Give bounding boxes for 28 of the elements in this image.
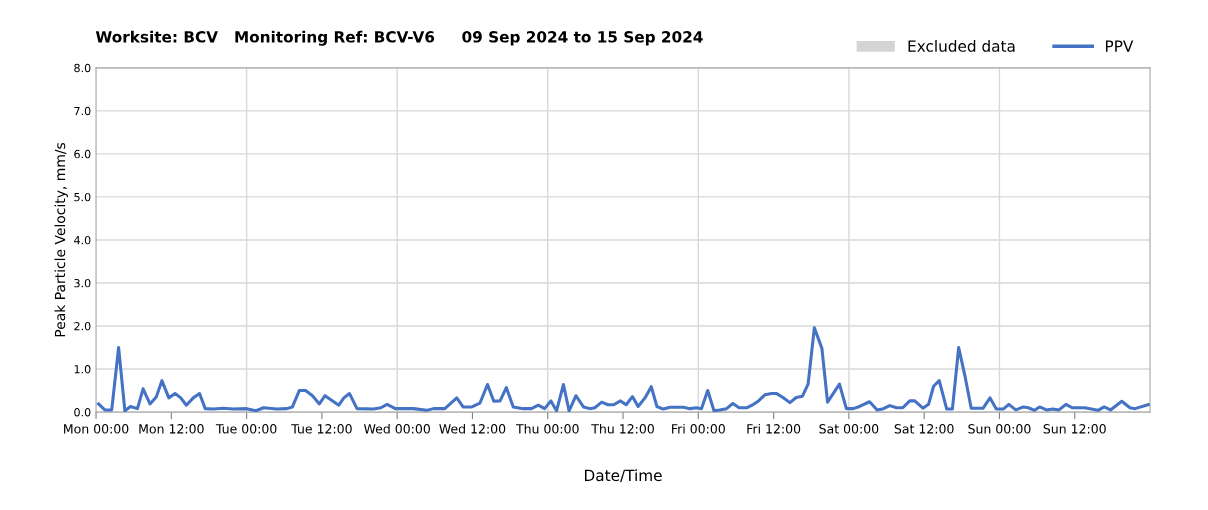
y-tick-label: 1.0	[74, 365, 91, 374]
y-tick-label: 3.0	[74, 278, 91, 288]
x-tick-label: Sat 00:00	[819, 424, 879, 434]
y-tick-label: 2.0	[74, 321, 91, 331]
y-tick-label: 6.0	[74, 149, 91, 159]
x-axis-title: Date/Time	[585, 469, 662, 483]
y-tick-label: 5.0	[74, 192, 91, 202]
y-tick-label: 4.0	[74, 235, 91, 245]
chart-title: Worksite: BCV Monitoring Ref: BCV-V6 09 Sep 2024 to 15 Sep 2024	[95, 30, 703, 46]
x-tick-label: Fri 00:00	[672, 423, 725, 434]
y-tick-label: 7.0	[74, 106, 91, 116]
x-tick-label: Wed 00:00	[363, 423, 430, 434]
x-tick-label: Mon 12:00	[139, 424, 204, 434]
legend-label: PPV	[1105, 40, 1134, 52]
x-tick-label: Thu 00:00	[515, 423, 579, 434]
y-axis-title: Peak Particle Velocity, mm/s	[54, 142, 68, 337]
x-tick-label: Wed 12:00	[439, 423, 506, 434]
x-tick-label: Sun 00:00	[968, 424, 1031, 434]
x-tick-label: Sun 12:00	[1043, 424, 1106, 434]
x-tick-label: Mon 00:00	[64, 424, 129, 434]
y-tick-label: 0.0	[74, 408, 91, 417]
legend-label: Excluded data	[908, 40, 1015, 52]
x-tick-label: Sat 12:00	[894, 424, 954, 434]
x-tick-label: Thu 12:00	[591, 423, 654, 434]
x-tick-label: Tue 12:00	[291, 424, 352, 434]
y-tick-label: 8.0	[74, 63, 91, 73]
x-tick-label: Fri 12:00	[747, 423, 801, 434]
x-tick-label: Tue 00:00	[215, 424, 277, 434]
